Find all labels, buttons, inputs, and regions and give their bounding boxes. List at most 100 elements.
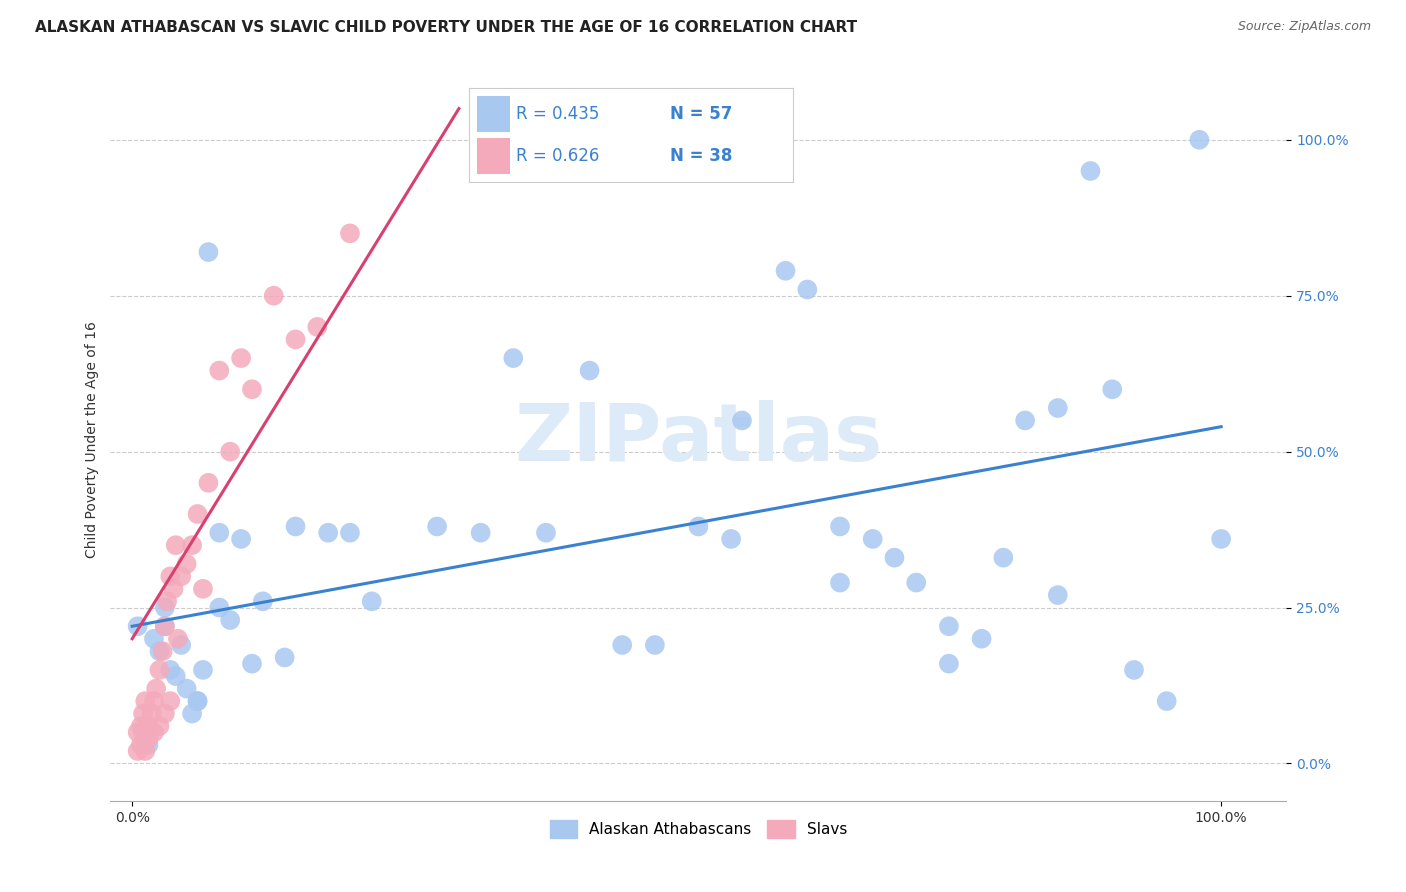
Point	[1080, 164, 1102, 178]
Point	[156, 594, 179, 608]
Point	[143, 694, 166, 708]
Point	[612, 638, 634, 652]
Point	[167, 632, 190, 646]
Point	[152, 644, 174, 658]
Point	[1046, 401, 1069, 415]
Point	[176, 557, 198, 571]
Point	[240, 382, 263, 396]
Point	[252, 594, 274, 608]
Point	[208, 525, 231, 540]
Point	[1211, 532, 1233, 546]
Point	[138, 738, 160, 752]
Point	[153, 619, 176, 633]
Point	[186, 507, 208, 521]
Point	[127, 744, 149, 758]
Point	[229, 351, 252, 365]
Point	[1046, 588, 1069, 602]
Point	[938, 657, 960, 671]
Point	[534, 525, 557, 540]
Point	[273, 650, 295, 665]
Point	[938, 619, 960, 633]
Point	[883, 550, 905, 565]
Point	[339, 525, 361, 540]
Point	[1014, 413, 1036, 427]
Point	[145, 681, 167, 696]
Point	[688, 519, 710, 533]
Point	[134, 744, 156, 758]
Point	[426, 519, 449, 533]
Point	[578, 363, 600, 377]
Point	[148, 663, 170, 677]
Point	[1123, 663, 1146, 677]
Point	[127, 619, 149, 633]
Point	[720, 532, 742, 546]
Point	[159, 663, 181, 677]
Point	[307, 319, 329, 334]
Point	[208, 600, 231, 615]
Point	[905, 575, 928, 590]
Point	[181, 538, 204, 552]
Point	[186, 694, 208, 708]
Point	[134, 694, 156, 708]
Point	[1188, 133, 1211, 147]
Point	[360, 594, 382, 608]
Point	[132, 725, 155, 739]
Point	[143, 725, 166, 739]
Point	[138, 731, 160, 746]
Legend: Alaskan Athabascans, Slavs: Alaskan Athabascans, Slavs	[544, 814, 853, 844]
Point	[148, 719, 170, 733]
Point	[219, 444, 242, 458]
Text: ALASKAN ATHABASCAN VS SLAVIC CHILD POVERTY UNDER THE AGE OF 16 CORRELATION CHART: ALASKAN ATHABASCAN VS SLAVIC CHILD POVER…	[35, 20, 858, 35]
Point	[284, 519, 307, 533]
Point	[191, 582, 214, 596]
Point	[138, 719, 160, 733]
Point	[153, 706, 176, 721]
Point	[148, 644, 170, 658]
Point	[970, 632, 993, 646]
Point	[219, 613, 242, 627]
Point	[170, 569, 193, 583]
Point	[1156, 694, 1178, 708]
Point	[143, 632, 166, 646]
Point	[470, 525, 492, 540]
Point	[284, 332, 307, 346]
Point	[240, 657, 263, 671]
Point	[208, 363, 231, 377]
Point	[263, 289, 285, 303]
Point	[153, 600, 176, 615]
Point	[176, 681, 198, 696]
Point	[186, 694, 208, 708]
Point	[129, 738, 152, 752]
Y-axis label: Child Poverty Under the Age of 16: Child Poverty Under the Age of 16	[86, 321, 100, 558]
Point	[229, 532, 252, 546]
Point	[862, 532, 884, 546]
Point	[828, 519, 851, 533]
Point	[1101, 382, 1123, 396]
Point	[127, 725, 149, 739]
Point	[165, 669, 187, 683]
Point	[170, 638, 193, 652]
Point	[796, 283, 818, 297]
Point	[132, 706, 155, 721]
Point	[775, 264, 797, 278]
Point	[197, 475, 219, 490]
Point	[993, 550, 1015, 565]
Point	[339, 227, 361, 241]
Point	[181, 706, 204, 721]
Point	[159, 569, 181, 583]
Point	[165, 538, 187, 552]
Point	[129, 719, 152, 733]
Point	[153, 619, 176, 633]
Point	[731, 413, 754, 427]
Point	[141, 706, 163, 721]
Text: Source: ZipAtlas.com: Source: ZipAtlas.com	[1237, 20, 1371, 33]
Point	[644, 638, 666, 652]
Point	[197, 245, 219, 260]
Point	[191, 663, 214, 677]
Text: ZIPatlas: ZIPatlas	[515, 401, 883, 478]
Point	[159, 694, 181, 708]
Point	[502, 351, 524, 365]
Point	[828, 575, 851, 590]
Point	[316, 525, 339, 540]
Point	[162, 582, 184, 596]
